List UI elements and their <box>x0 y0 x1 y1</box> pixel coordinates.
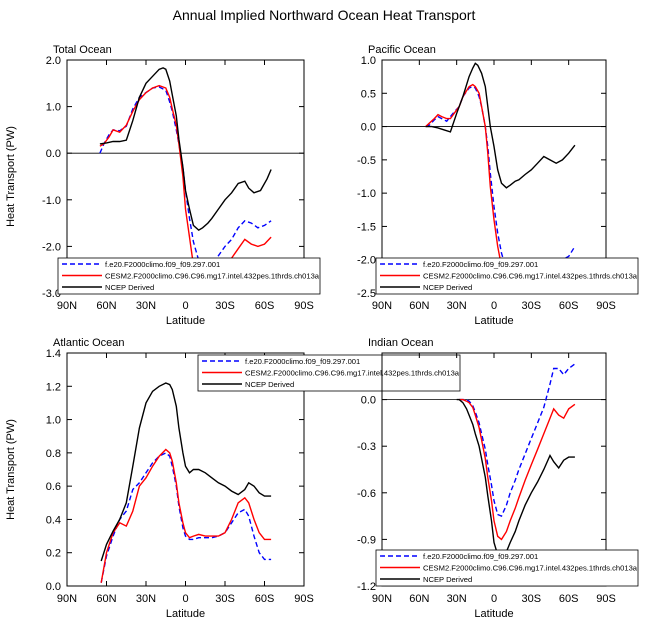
y-tick-label: 1.0 <box>46 415 61 427</box>
y-tick-label: 0.8 <box>46 448 61 460</box>
legend-label: CESM2.F2000climo.C96.C96.mg17.intel.432p… <box>423 272 638 281</box>
x-tick-label: 0 <box>182 300 188 312</box>
legend-label: NCEP Derived <box>245 380 294 389</box>
panel-title: Atlantic Ocean <box>53 337 125 349</box>
x-tick-label: 30S <box>522 593 542 605</box>
y-tick-label: 0.0 <box>361 122 376 134</box>
y-tick-label: -1.5 <box>357 221 376 233</box>
y-tick-label: 1.4 <box>46 348 61 360</box>
panel-title: Total Ocean <box>53 44 112 56</box>
y-tick-label: 1.0 <box>46 102 61 114</box>
x-tick-label: 90S <box>294 300 314 312</box>
y-tick-label: -2.5 <box>357 288 376 300</box>
series-line-1 <box>99 84 272 293</box>
x-tick-label: 90N <box>372 300 392 312</box>
x-tick-label: 90N <box>57 300 77 312</box>
series-line-2 <box>425 62 576 189</box>
y-tick-label: -3.0 <box>42 288 61 300</box>
x-tick-label: 60S <box>255 300 275 312</box>
chart-panel-3: Indian Ocean 90N 60N 30N 0 30S 60S 90S Latitude -… <box>357 337 639 620</box>
x-axis-label: Latitude <box>474 315 513 327</box>
x-tick-label: 30S <box>215 593 235 605</box>
x-tick-label: 90S <box>596 300 616 312</box>
x-tick-label: 30N <box>447 593 467 605</box>
legend-label: CESM2.F2000climo.C96.C96.mg17.intel.432p… <box>105 272 320 281</box>
legend: f.e20.F2000climo.f09_f09.297.001 CESM2.F2… <box>375 549 639 587</box>
x-tick-label: 30N <box>447 300 467 312</box>
y-tick-label: -0.6 <box>357 488 376 500</box>
x-tick-label: 60N <box>96 593 116 605</box>
series-line-0 <box>100 452 272 583</box>
panel-title: Indian Ocean <box>368 337 433 349</box>
x-tick-label: 60N <box>96 300 116 312</box>
y-tick-label: 1.2 <box>46 381 61 393</box>
series-line-1 <box>425 83 576 286</box>
figure-title: Annual Implied Northward Ocean Heat Tran… <box>173 7 476 23</box>
y-tick-label: 0.0 <box>46 148 61 160</box>
series-line-0 <box>459 363 576 518</box>
y-tick-label: 0.6 <box>46 481 61 493</box>
chart-panel-2: Atlantic Ocean 90N 60N 30N 0 30S 60S 90S Latitud… <box>5 337 461 620</box>
chart-panel-1: Pacific Ocean 90N 60N 30N 0 30S 60S 90S Latitude… <box>357 44 639 327</box>
x-tick-label: 90S <box>596 593 616 605</box>
legend: f.e20.F2000climo.f09_f09.297.001 CESM2.F2… <box>57 257 321 295</box>
legend: f.e20.F2000climo.f09_f09.297.001 CESM2.F2… <box>375 257 639 295</box>
y-tick-label: -1.0 <box>357 188 376 200</box>
x-tick-label: 90N <box>57 593 77 605</box>
legend-label: NCEP Derived <box>105 283 154 292</box>
y-tick-label: 0.4 <box>46 514 61 526</box>
legend-label: f.e20.F2000climo.f09_f09.297.001 <box>423 552 538 561</box>
series-line-2 <box>100 382 272 562</box>
x-tick-label: 90S <box>294 593 314 605</box>
y-tick-label: -1.0 <box>42 195 61 207</box>
x-tick-label: 60S <box>255 593 275 605</box>
legend-label: f.e20.F2000climo.f09_f09.297.001 <box>105 260 220 269</box>
y-tick-label: 0.0 <box>46 581 61 593</box>
y-axis-label: Heat Transport (PW) <box>5 126 17 227</box>
y-tick-label: 1.0 <box>361 55 376 67</box>
x-tick-label: 60S <box>559 593 579 605</box>
x-axis-label: Latitude <box>166 608 205 620</box>
x-tick-label: 30N <box>136 300 156 312</box>
x-tick-label: 0 <box>491 300 497 312</box>
x-tick-label: 90N <box>372 593 392 605</box>
x-tick-label: 0 <box>491 593 497 605</box>
legend-label: f.e20.F2000climo.f09_f09.297.001 <box>245 357 360 366</box>
y-tick-label: 0.2 <box>46 548 61 560</box>
x-tick-label: 60S <box>559 300 579 312</box>
y-tick-label: 0.0 <box>361 395 376 407</box>
x-tick-label: 30N <box>136 593 156 605</box>
legend-label: NCEP Derived <box>423 283 472 292</box>
series-line-2 <box>99 67 272 231</box>
x-tick-label: 0 <box>182 593 188 605</box>
x-tick-label: 60N <box>409 300 429 312</box>
y-tick-label: -0.5 <box>357 155 376 167</box>
y-tick-label: -0.9 <box>357 534 376 546</box>
series-line-1 <box>100 448 272 583</box>
y-tick-label: 2.0 <box>46 55 61 67</box>
y-axis-label: Heat Transport (PW) <box>5 419 17 520</box>
legend: f.e20.F2000climo.f09_f09.297.001 CESM2.F2… <box>197 354 461 392</box>
legend-label: f.e20.F2000climo.f09_f09.297.001 <box>423 260 538 269</box>
legend-label: CESM2.F2000climo.C96.C96.mg17.intel.432p… <box>245 369 460 378</box>
panel-title: Pacific Ocean <box>368 44 436 56</box>
y-tick-label: -0.3 <box>357 441 376 453</box>
series-line-1 <box>459 398 576 541</box>
y-tick-label: -1.2 <box>357 581 376 593</box>
chart-panel-0: Total Ocean 90N 60N 30N 0 30S 60S 90S Latitude -3… <box>5 44 321 327</box>
series-line-0 <box>99 86 272 273</box>
y-tick-label: -2.0 <box>42 241 61 253</box>
legend-label: CESM2.F2000climo.C96.C96.mg17.intel.432p… <box>423 564 638 573</box>
y-tick-label: 0.5 <box>361 88 376 100</box>
y-tick-label: -2.0 <box>357 255 376 267</box>
x-axis-label: Latitude <box>474 608 513 620</box>
x-tick-label: 60N <box>409 593 429 605</box>
x-tick-label: 30S <box>215 300 235 312</box>
x-axis-label: Latitude <box>166 315 205 327</box>
x-tick-label: 30S <box>522 300 542 312</box>
legend-label: NCEP Derived <box>423 575 472 584</box>
